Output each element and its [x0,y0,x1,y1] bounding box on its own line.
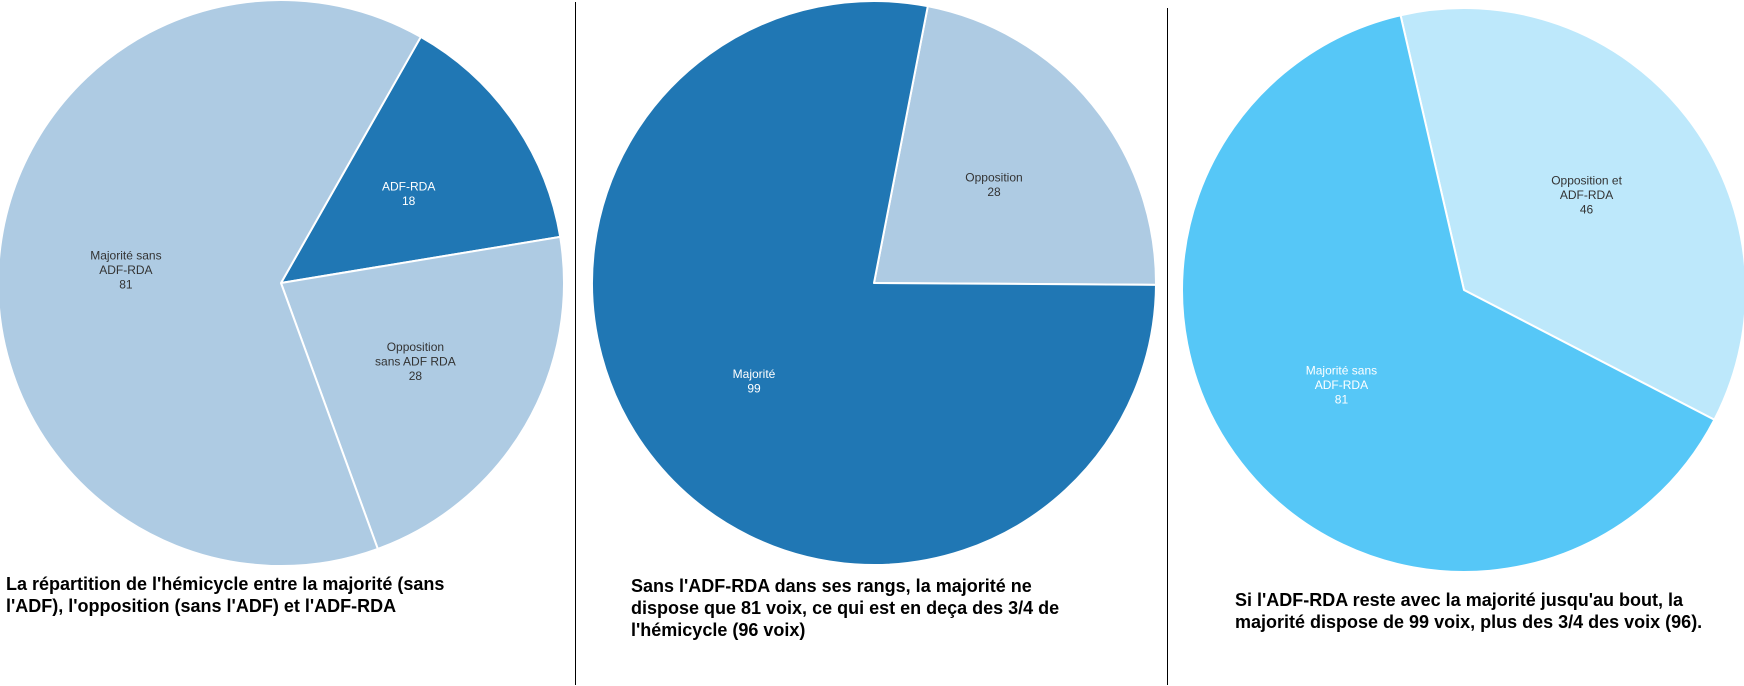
pie-2-slice-2-value: 99 [747,382,761,396]
pie-3-slice-2-name: ADF-RDA [1315,378,1368,392]
pie-3-slice-1-name: ADF-RDA [1560,188,1613,202]
pie-3-slice-1-label: Opposition et ADF-RDA 46 [1551,173,1622,216]
pie-1-slice-1 [280,35,562,284]
pie-3-slice-2-value: 81 [1335,393,1349,407]
pie-3-slice-1 [1399,7,1744,421]
divider-right [1167,8,1168,685]
pie-2-slice-1-label: Opposition 28 [965,170,1022,199]
caption-chart-2: Sans l'ADF-RDA dans ses rangs, la majori… [631,576,1060,640]
pie-2-slice-2-name: Majorité [733,367,776,381]
divider-left [575,2,576,685]
pie-3-slice-1-value: 46 [1580,202,1594,216]
pie-1-slice-2-value: 28 [409,369,423,383]
pie-2-slice-1-name: Opposition [965,170,1022,184]
pie-1-slice-3-name: ADF-RDA [99,263,152,277]
pie-3-slice-2 [1181,14,1716,573]
pie-1-slice-3-value: 81 [119,277,133,291]
pie-1-slice-3-name: Majorité sans [90,248,161,262]
pie-1-slice-2 [280,235,565,550]
pie-2-slice-2-label: Majorité 99 [733,367,776,396]
pie-3-slice-2-label: Majorité sans ADF-RDA 81 [1306,364,1377,407]
pie-1-slice-2-label: Opposition sans ADF RDA 28 [375,340,456,383]
pie-1-slice-1-name: ADF-RDA [382,180,435,194]
pie-1-slice-1-value: 18 [402,194,416,208]
pie-2-slice-1 [873,5,1157,286]
pie-2-slice-1-value: 28 [987,185,1001,199]
pie-1-slice-2-name: Opposition [387,340,444,354]
pie-1-slice-3-label: Majorité sans ADF-RDA 81 [90,248,161,291]
pie-1-slice-3 [0,0,422,567]
caption-chart-3: Si l'ADF-RDA reste avec la majorité jusq… [1235,590,1703,632]
pie-1-slice-2-name: sans ADF RDA [375,355,456,369]
caption-chart-1: La répartition de l'hémicycle entre la m… [6,574,445,616]
pie-3-slice-1-name: Opposition et [1551,173,1622,187]
pie-1-slice-1-label: ADF-RDA 18 [382,180,435,209]
pie-3-slice-2-name: Majorité sans [1306,364,1377,378]
pie-2-slice-2 [591,0,1157,566]
pie-chart-2: Opposition 28 Majorité 99 [591,0,1157,566]
